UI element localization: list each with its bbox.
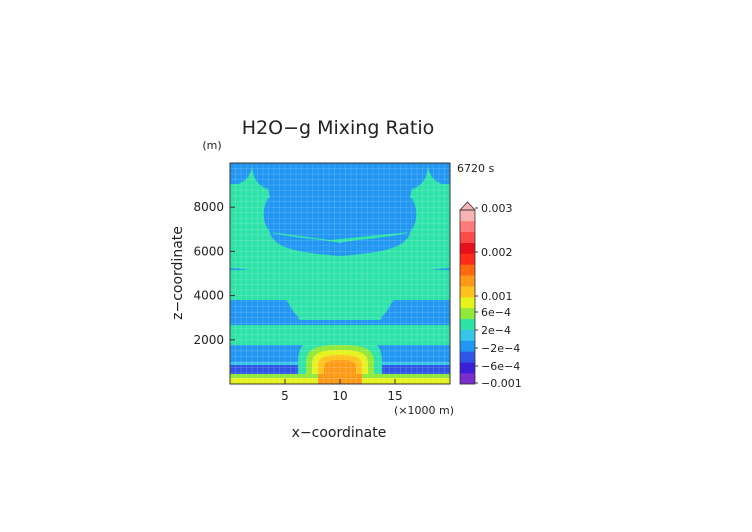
- colorbar-swatch: [460, 329, 475, 341]
- colorbar-arrow: [459, 201, 476, 211]
- colorbar-swatch: [460, 340, 475, 352]
- x-tick-label: 15: [387, 389, 402, 403]
- colorbar-swatch: [460, 351, 475, 363]
- colorbar-swatch: [460, 231, 475, 243]
- y-tick-label: 6000: [193, 244, 224, 258]
- colorbar-tick-label: −6e−4: [481, 360, 520, 373]
- colorbar-swatch: [460, 253, 475, 265]
- colorbar-tick-label: −0.001: [481, 377, 522, 390]
- grid-lines: [230, 163, 450, 384]
- time-label: 6720 s: [457, 162, 494, 175]
- y-tick-label: 4000: [193, 289, 224, 303]
- band-upper-inner: [270, 232, 410, 256]
- colorbar-swatch: [460, 307, 475, 320]
- plot-area: [230, 163, 450, 384]
- y-axis-label: z−coordinate: [170, 226, 186, 320]
- y-axis: 2000 4000 6000 8000: [193, 200, 235, 347]
- top-left-inner: [230, 163, 252, 184]
- colorbar-tick-label: 0.003: [481, 202, 513, 215]
- colorbar-swatch: [460, 297, 475, 309]
- colorbar-tick-label: 0.001: [481, 290, 513, 303]
- colorbar-tick-label: −2e−4: [481, 342, 520, 355]
- colorbar-swatch: [460, 210, 475, 222]
- colorbar-swatch: [460, 373, 475, 385]
- colorbar: 0.003 0.002 0.001 6e−4 2e−4 −2e−4 −6e−4 −0.001: [459, 201, 522, 390]
- colorbar-tick-label: 2e−4: [481, 324, 511, 337]
- colorbar-swatch: [460, 275, 475, 287]
- x-unit-label: (×1000 m): [394, 404, 454, 417]
- colorbar-swatch: [460, 264, 475, 276]
- x-tick-label: 10: [332, 389, 347, 403]
- colorbar-swatch: [460, 362, 475, 374]
- y-unit-label: (m): [202, 139, 221, 152]
- x-axis: 5 10 15: [281, 379, 403, 403]
- colorbar-swatch: [460, 286, 475, 298]
- y-tick-label: 2000: [193, 333, 224, 347]
- band-lower: [230, 325, 450, 345]
- colorbar-swatch: [460, 220, 475, 233]
- chart-title: H2O−g Mixing Ratio: [242, 117, 434, 139]
- colorbar-frame: [459, 209, 476, 385]
- x-axis-label: x−coordinate: [292, 425, 387, 441]
- colorbar-tick-label: 6e−4: [481, 306, 511, 319]
- x-tick-label: 5: [281, 389, 289, 403]
- top-right-inner: [428, 163, 450, 184]
- colorbar-tick-label: 0.002: [481, 246, 513, 259]
- colorbar-swatch: [460, 242, 475, 254]
- y-tick-label: 8000: [193, 200, 224, 214]
- band-middle: [230, 270, 450, 320]
- band-middle-gap: [230, 300, 450, 318]
- band-upper: [230, 198, 450, 287]
- colorbar-swatch: [460, 318, 475, 330]
